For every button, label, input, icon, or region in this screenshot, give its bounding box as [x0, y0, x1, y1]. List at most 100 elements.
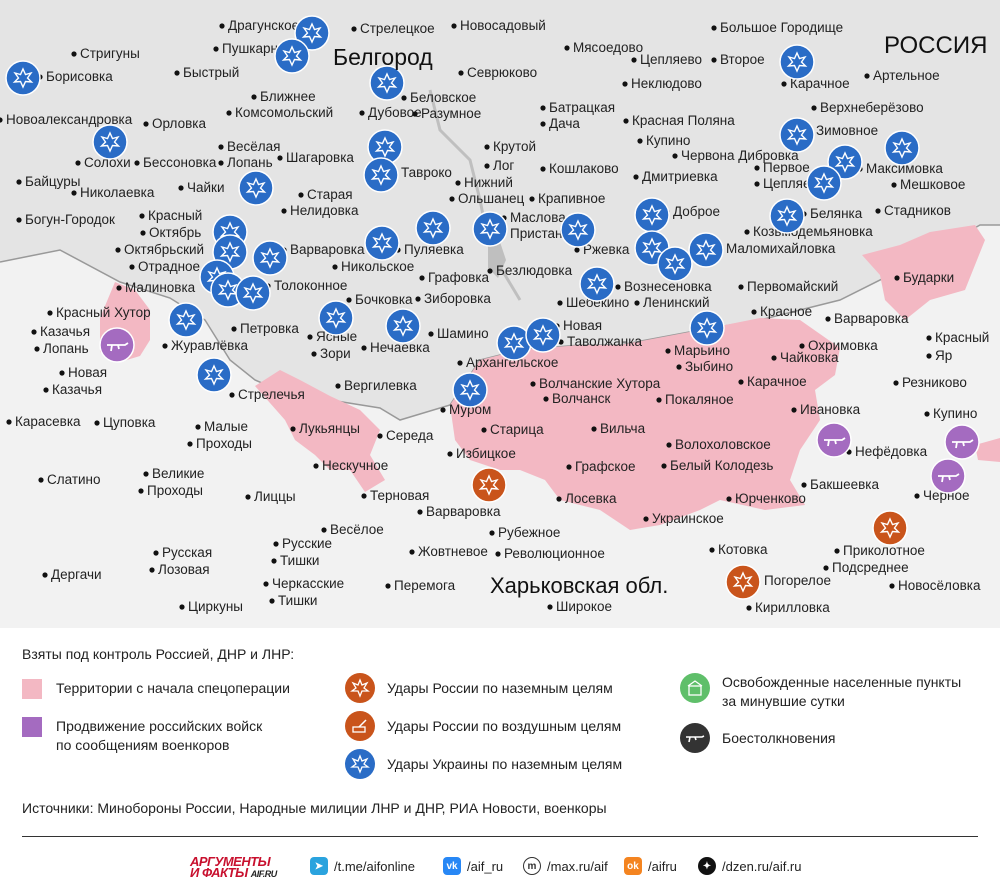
russia-strike-marker	[872, 510, 908, 546]
ukraine-strike-marker	[634, 197, 670, 233]
settlement-dot	[412, 111, 418, 117]
settlement-label: Тишки	[278, 593, 317, 608]
ukraine-strike-marker	[252, 240, 288, 276]
settlement-dot	[591, 426, 597, 432]
vk-link[interactable]: vk /aif_ru	[443, 857, 503, 875]
settlement-label: Черное	[923, 488, 970, 503]
ukraine-strike-marker	[294, 15, 330, 51]
explosion-icon	[217, 279, 239, 301]
ukraine-strike-marker	[452, 372, 488, 408]
settlement-label: Резниково	[902, 375, 967, 390]
settlement-dot	[307, 334, 313, 340]
settlement-dot	[924, 411, 930, 417]
explosion-icon	[370, 164, 392, 186]
settlement-dot	[174, 70, 180, 76]
settlement-dot	[709, 547, 715, 553]
settlement-dot	[219, 23, 225, 29]
settlement-dot	[926, 335, 932, 341]
settlement-label: Байцуры	[25, 174, 80, 189]
settlement-label: Доброе	[673, 204, 720, 219]
explosion-icon	[99, 131, 121, 153]
settlement-label: Проходы	[196, 436, 252, 451]
ukraine-strike-marker	[363, 157, 399, 193]
settlement-dot	[59, 370, 65, 376]
settlement-dot	[543, 396, 549, 402]
settlement-dot	[458, 70, 464, 76]
settlement-dot	[801, 482, 807, 488]
controlled-territory-main	[255, 370, 385, 492]
settlement-dot	[875, 208, 881, 214]
settlement-dot	[162, 343, 168, 349]
legend-advance-line1: Продвижение российских войск	[56, 718, 263, 734]
settlement-dot	[449, 196, 455, 202]
max-link[interactable]: m /max.ru/aif	[523, 857, 608, 875]
settlement-label: Быстрый	[183, 65, 239, 80]
settlement-label: Таволжанка	[567, 334, 642, 349]
settlement-label: Дача	[549, 116, 580, 131]
settlement-dot	[34, 346, 40, 352]
settlement-label: Зиборовка	[424, 291, 491, 306]
settlement-label: Нелидовка	[290, 203, 359, 218]
settlement-dot	[547, 604, 553, 610]
settlement-label: Казачья	[52, 382, 102, 397]
settlement-dot	[245, 494, 251, 500]
settlement-label: Нескучное	[322, 458, 388, 473]
settlement-dot	[825, 316, 831, 322]
settlement-label: Белянка	[810, 206, 863, 221]
settlement-label: Архангельское	[466, 355, 558, 370]
settlement-dot	[894, 275, 900, 281]
settlement-label: Новая	[68, 365, 107, 380]
settlement-label: Батрацкая	[549, 100, 615, 115]
settlement-label: Яр	[935, 348, 952, 363]
settlement-dot	[637, 138, 643, 144]
settlement-dot	[187, 441, 193, 447]
settlement-label: Орловка	[152, 116, 206, 131]
ukraine-strike-marker	[318, 300, 354, 336]
settlement-dot	[622, 81, 628, 87]
legend-title: Взяты под контроль Россией, ДНР и ЛНР:	[22, 646, 295, 662]
settlement-dot	[914, 493, 920, 499]
settlement-label: Русская	[162, 545, 212, 560]
legend-liberated-line2: за минувшие сутки	[722, 693, 845, 709]
settlement-label: Маломихайловка	[726, 241, 836, 256]
settlement-dot	[251, 94, 257, 100]
ukraine-strike-marker	[472, 211, 508, 247]
settlement-dot	[178, 185, 184, 191]
dzen-link[interactable]: ✦ /dzen.ru/aif.ru	[698, 857, 802, 875]
explosion-icon	[695, 239, 717, 261]
settlement-dot	[75, 160, 81, 166]
settlement-label: Николаевка	[80, 185, 155, 200]
explosion-icon	[325, 307, 347, 329]
rifle-icon	[952, 439, 974, 449]
settlement-dot	[484, 163, 490, 169]
advance-swatch	[22, 717, 42, 737]
settlement-dot	[47, 310, 53, 316]
settlement-label: Крутой	[493, 139, 536, 154]
telegram-label: /t.me/aifonline	[334, 858, 415, 874]
settlement-label: Подсреднее	[832, 560, 909, 575]
explosion-icon	[345, 673, 375, 703]
settlement-label: Кошлаково	[549, 161, 619, 176]
settlement-label: Журавлёвка	[171, 338, 249, 353]
brand-line2: И ФАКТЫ	[190, 865, 248, 880]
settlement-dot	[823, 565, 829, 571]
settlement-label: Червона Дибровка	[681, 148, 799, 163]
settlement-label: Приколотное	[843, 543, 925, 558]
settlement-dot	[351, 26, 357, 32]
explosion-icon	[532, 324, 554, 346]
combat-marker	[99, 327, 135, 363]
settlement-dot	[401, 95, 407, 101]
brand-logo[interactable]: АРГУМЕНТЫ И ФАКТЫ AIF.RU	[190, 855, 277, 880]
settlement-label: Циркуны	[188, 599, 243, 614]
ukraine-strike-marker	[779, 44, 815, 80]
settlement-dot	[42, 572, 48, 578]
ok-link[interactable]: ok /aifru	[624, 857, 677, 875]
settlement-label: Стадников	[884, 203, 951, 218]
settlement-label: Карачное	[790, 76, 850, 91]
settlement-dot	[744, 229, 750, 235]
anti-aircraft-icon	[345, 711, 375, 741]
settlement-label: Никольское	[341, 259, 414, 274]
ok-label: /aifru	[648, 858, 677, 874]
settlement-label: Старица	[490, 422, 544, 437]
telegram-link[interactable]: ➤ /t.me/aifonline	[310, 857, 415, 875]
